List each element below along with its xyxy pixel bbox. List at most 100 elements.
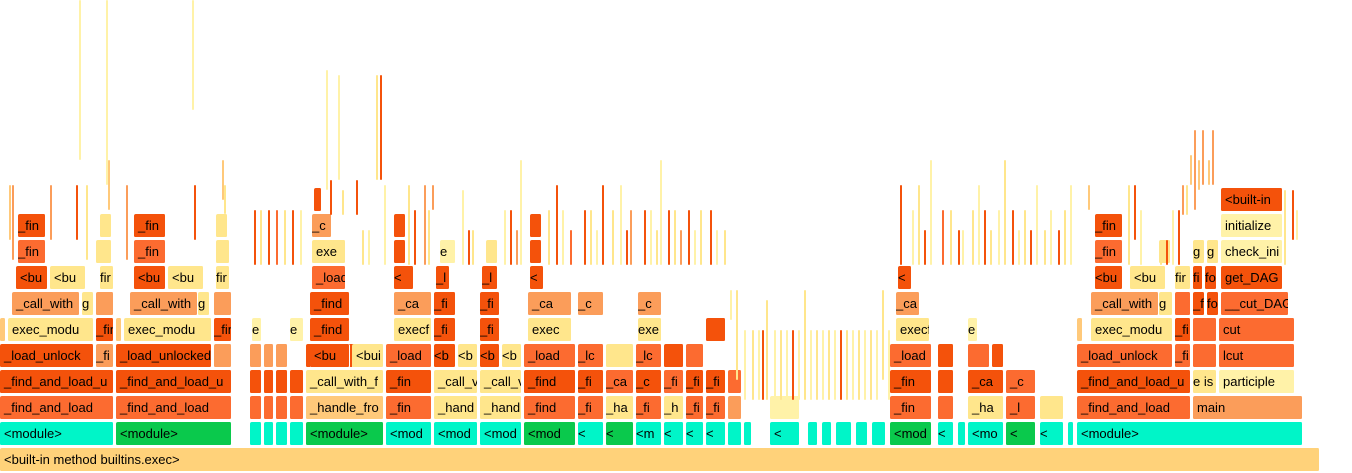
flame-spike[interactable] [752, 330, 754, 400]
flame-frame[interactable] [938, 396, 954, 420]
flame-frame[interactable] [276, 370, 288, 394]
flame-spike[interactable] [1050, 210, 1052, 265]
flame-frame[interactable]: <bu [310, 344, 350, 368]
flame-spike[interactable] [730, 290, 732, 320]
flame-frame[interactable]: _fi [480, 292, 500, 316]
flame-spike[interactable] [472, 230, 474, 265]
flame-spike[interactable] [660, 160, 662, 265]
flame-frame[interactable]: _find [310, 292, 350, 316]
flame-spike[interactable] [284, 210, 286, 265]
flame-frame[interactable] [1175, 292, 1191, 316]
frame-get-dag[interactable]: get_DAG [1221, 266, 1283, 290]
flame-frame[interactable] [214, 292, 232, 316]
flame-frame[interactable] [1193, 344, 1217, 368]
flame-spike[interactable] [650, 210, 652, 265]
flame-spike[interactable] [1070, 185, 1072, 265]
flame-frame[interactable]: _find_and_load_u [116, 370, 232, 394]
flame-spike[interactable] [804, 290, 806, 400]
flame-frame[interactable]: <b [502, 344, 522, 368]
module-frame[interactable] [290, 422, 304, 446]
module-frame[interactable]: < [938, 422, 954, 446]
flame-spike[interactable] [674, 210, 676, 265]
frame-check-ini[interactable]: check_ini [1221, 240, 1283, 264]
frame-lcut[interactable]: lcut [1219, 344, 1295, 368]
flame-frame[interactable]: _ca [528, 292, 572, 316]
flame-frame[interactable] [1193, 318, 1217, 342]
flame-frame[interactable] [664, 344, 684, 368]
flame-frame[interactable]: exec_modu [8, 318, 94, 342]
flame-frame[interactable]: _load [524, 344, 576, 368]
flame-spike[interactable] [1088, 185, 1090, 210]
flame-spike[interactable] [942, 210, 944, 265]
flame-frame[interactable] [216, 240, 230, 264]
flame-frame[interactable]: _fi [686, 396, 704, 420]
flame-frame[interactable]: _fin [386, 370, 432, 394]
flame-spike[interactable] [338, 75, 340, 180]
flame-spike[interactable] [368, 230, 370, 265]
flame-frame[interactable]: _call_with [12, 292, 80, 316]
flame-frame[interactable]: e [440, 240, 456, 264]
flame-frame[interactable] [486, 240, 498, 264]
flame-spike[interactable] [1030, 230, 1032, 265]
flame-spike[interactable] [774, 330, 776, 400]
flame-frame[interactable]: _fi [706, 370, 726, 394]
flame-frame[interactable]: g [198, 292, 210, 316]
flame-frame[interactable] [264, 396, 274, 420]
frame-built-in[interactable]: <built-in [1221, 188, 1283, 212]
flame-spike[interactable] [194, 185, 196, 240]
flame-frame[interactable]: <b [434, 344, 456, 368]
flame-frame[interactable]: < [898, 266, 912, 290]
flame-spike[interactable] [1058, 230, 1060, 265]
flame-frame[interactable]: _find_and_load_u [1077, 370, 1191, 394]
frame-cut[interactable]: cut [1219, 318, 1295, 342]
flame-spike[interactable] [342, 190, 344, 215]
flame-frame[interactable] [530, 214, 542, 238]
flame-frame[interactable]: _c [578, 292, 604, 316]
flame-spike[interactable] [924, 230, 926, 265]
module-frame[interactable]: <mod [524, 422, 576, 446]
flame-frame[interactable] [394, 240, 406, 264]
flame-spike[interactable] [1178, 210, 1180, 265]
flame-spike[interactable] [50, 185, 52, 240]
flame-spike[interactable] [326, 70, 328, 190]
flame-frame[interactable]: _l [1006, 396, 1036, 420]
flame-spike[interactable] [972, 210, 974, 265]
flame-spike[interactable] [330, 180, 332, 215]
flame-spike[interactable] [680, 230, 682, 265]
flame-spike[interactable] [962, 230, 964, 265]
flame-spike[interactable] [1208, 160, 1210, 185]
flame-frame[interactable] [0, 318, 6, 342]
flame-spike[interactable] [858, 330, 860, 400]
module-frame[interactable]: <mod [890, 422, 932, 446]
flame-spike[interactable] [1018, 230, 1020, 265]
flame-frame[interactable] [216, 214, 228, 238]
module-frame[interactable]: <mod [386, 422, 432, 446]
flame-spike[interactable] [192, 0, 194, 110]
module-frame[interactable] [744, 422, 752, 446]
flame-frame[interactable]: _call_with [130, 292, 198, 316]
flame-spike[interactable] [408, 185, 410, 265]
flame-frame[interactable]: e [290, 318, 304, 342]
flame-spike[interactable] [1198, 160, 1200, 190]
flame-frame[interactable]: _find [524, 370, 576, 394]
flame-frame[interactable] [314, 188, 322, 212]
flame-frame[interactable]: _lc [636, 344, 662, 368]
flame-spike[interactable] [556, 185, 558, 265]
flame-frame[interactable] [250, 370, 262, 394]
flame-spike[interactable] [864, 330, 866, 400]
flame-spike[interactable] [876, 330, 878, 400]
flame-frame[interactable]: _hand [480, 396, 522, 420]
flame-frame[interactable]: <bu [1095, 266, 1123, 290]
flame-spike[interactable] [76, 185, 78, 240]
flame-frame[interactable]: <b [480, 344, 500, 368]
flame-spike[interactable] [816, 330, 818, 400]
flame-spike[interactable] [710, 210, 712, 265]
flame-frame[interactable] [214, 344, 232, 368]
flame-frame[interactable]: g [1207, 240, 1219, 264]
flame-spike[interactable] [268, 210, 270, 265]
flame-frame[interactable]: _fi [578, 370, 604, 394]
flame-frame[interactable]: < [394, 266, 414, 290]
flame-spike[interactable] [414, 210, 416, 265]
flame-spike[interactable] [510, 210, 512, 265]
flame-frame[interactable] [686, 344, 704, 368]
